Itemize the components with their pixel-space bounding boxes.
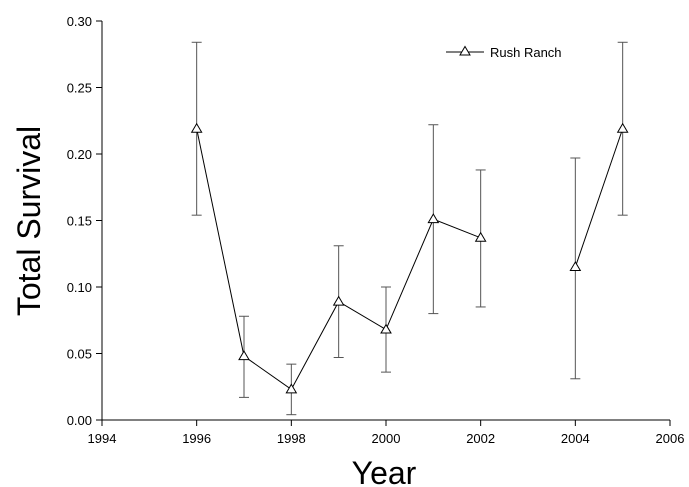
y-tick-label: 0.00 [67,413,92,428]
data-point-triangle [380,323,392,334]
x-tick-label: 2004 [561,431,590,446]
x-axis-title: Year [352,455,417,487]
x-tick-label: 2002 [466,431,495,446]
data-point-triangle [190,122,203,133]
x-tick-label: 2006 [656,431,685,446]
data-point-triangle [285,383,298,394]
data-point-triangle [474,231,487,242]
data-point-triangle [616,122,629,133]
data-point-triangle [427,213,440,224]
data-point-triangle [332,295,345,306]
error-bars [191,41,628,416]
legend-triangle-marker [459,45,471,56]
x-tick-label: 2000 [372,431,401,446]
y-tick-label: 0.05 [67,347,92,362]
axes: 0.00 0.05 0.10 0.15 0.20 0.25 0.30 1994 1996 1998… [67,14,685,446]
series-line [574,128,624,268]
data-markers [190,122,629,394]
x-tick-label: 1996 [182,431,211,446]
data-point-triangle [569,261,582,272]
series-lines [196,128,624,391]
y-axis-title: Total Survival [11,126,47,316]
legend: Rush Ranch [446,45,562,60]
y-tick-label: 0.20 [67,147,92,162]
y-tick-label: 0.10 [67,280,92,295]
x-tick-label: 1994 [88,431,117,446]
y-tick-label: 0.15 [67,214,92,229]
y-tick-label: 0.25 [67,81,92,96]
data-point-triangle [238,350,250,361]
x-tick-label: 1998 [277,431,306,446]
y-tick-label: 0.30 [67,14,92,29]
legend-label: Rush Ranch [490,45,562,60]
